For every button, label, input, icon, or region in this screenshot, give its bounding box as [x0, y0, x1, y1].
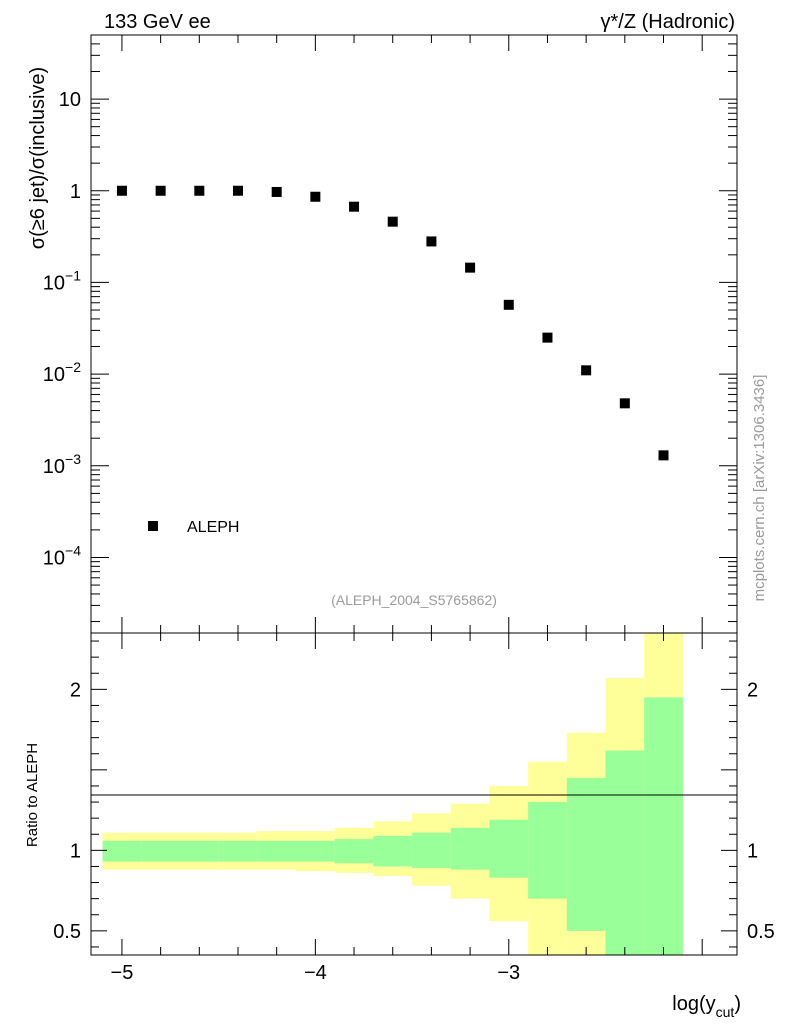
ratio-y-tick-label-right: 2 — [747, 679, 758, 701]
ratio-y-tick-label: 1 — [70, 840, 81, 862]
inner-band-bin — [450, 827, 490, 870]
watermark: mcplots.cern.ch [arXiv:1306.3436] — [751, 375, 768, 602]
data-point — [465, 262, 476, 273]
main-panel-frame — [90, 34, 738, 634]
data-point — [310, 191, 321, 202]
x-tick-label: −5 — [111, 962, 134, 984]
y-tick-label: 10−3 — [43, 451, 81, 478]
data-point — [155, 185, 166, 196]
data-point — [387, 216, 398, 227]
inner-band-bin — [334, 839, 374, 864]
inner-band-bin — [218, 840, 258, 862]
inner-band-bin — [257, 840, 297, 862]
data-point — [271, 186, 282, 197]
ratio-panel: 2 2 1 1 0.5 0.5 −5 −4 −3 Ratio to ALEPH log(ycut… — [24, 632, 775, 1020]
y-axis-label: σ(≥6 jet)/σ(inclusive) — [27, 67, 49, 249]
ratio-y-tick-label-right: 1 — [747, 840, 758, 862]
x-tick-label: −4 — [304, 962, 327, 984]
process-label: γ*/Z (Hadronic) — [601, 11, 735, 33]
y-tick-label: 10−2 — [43, 359, 81, 386]
inner-band-bin — [412, 832, 451, 869]
ratio-y-tick-label-right: 0.5 — [747, 921, 775, 943]
y-tick-label: 10−4 — [43, 542, 81, 569]
data-point — [658, 450, 669, 461]
inner-band-bin — [528, 802, 567, 899]
inner-band-bin — [296, 840, 335, 862]
data-point — [503, 299, 514, 310]
x-axis-label: log(ycut) — [672, 993, 741, 1020]
data-point — [349, 201, 360, 212]
main-panel: 10 1 10−1 10−2 10−3 10−4 σ(≥6 jet)/σ(inclusiv… — [27, 34, 738, 634]
inner-band-bin — [566, 777, 606, 931]
data-point — [581, 365, 592, 376]
data-point — [426, 236, 437, 247]
data-point — [116, 185, 127, 196]
inner-band-bin — [644, 697, 683, 955]
ratio-y-tick-label: 0.5 — [53, 921, 81, 943]
ratio-panel-frame — [90, 632, 738, 956]
inner-band-bin — [489, 819, 529, 878]
data-point — [194, 185, 205, 196]
inner-band-bin — [102, 840, 142, 862]
inner-band-bin — [179, 840, 219, 862]
legend-label: ALEPH — [187, 519, 239, 536]
x-tick-label: −3 — [497, 962, 520, 984]
ratio-axis-label: Ratio to ALEPH — [24, 743, 41, 847]
y-tick-label: 1 — [70, 181, 81, 203]
inner-band-bin — [373, 835, 413, 867]
energy-label: 133 GeV ee — [104, 11, 211, 33]
ratio-y-tick-label: 2 — [70, 679, 81, 701]
inner-band-bin — [605, 750, 645, 955]
y-tick-label: 10 — [59, 89, 81, 111]
legend-marker — [148, 521, 158, 531]
inner-band-bin — [141, 840, 180, 862]
data-point — [542, 332, 553, 343]
data-point — [619, 398, 630, 409]
data-point — [232, 185, 243, 196]
y-tick-label: 10−1 — [43, 267, 81, 294]
analysis-id: (ALEPH_2004_S5765862) — [331, 592, 497, 608]
